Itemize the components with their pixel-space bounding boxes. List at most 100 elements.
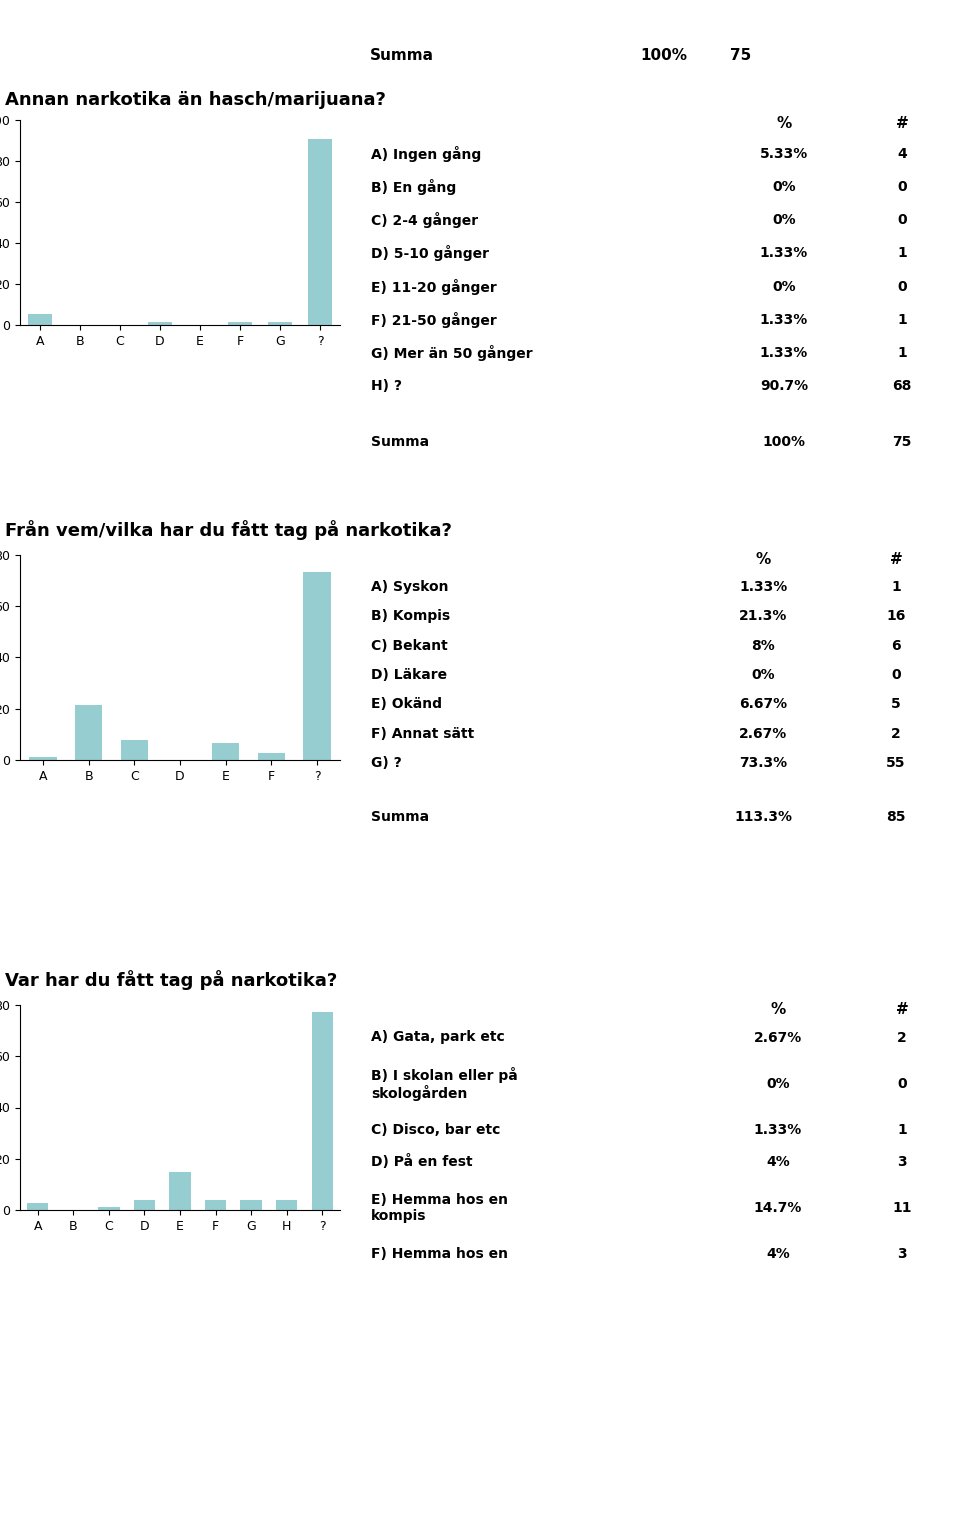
Text: E) Okänd: E) Okänd xyxy=(371,698,442,712)
Text: B) I skolan eller på
skologården: B) I skolan eller på skologården xyxy=(371,1067,517,1101)
Text: 1: 1 xyxy=(891,580,900,594)
Text: 1.33%: 1.33% xyxy=(739,580,787,594)
Bar xyxy=(121,739,148,759)
Text: 85: 85 xyxy=(886,810,905,824)
Bar xyxy=(29,756,57,759)
Text: 1.33%: 1.33% xyxy=(759,312,808,328)
Text: 113.3%: 113.3% xyxy=(734,810,792,824)
Text: 3: 3 xyxy=(897,1154,906,1168)
Bar xyxy=(268,322,292,325)
Text: Var har du fått tag på narkotika?: Var har du fått tag på narkotika? xyxy=(5,971,337,991)
Text: 1: 1 xyxy=(897,246,907,260)
Bar xyxy=(276,1200,298,1209)
Text: 0: 0 xyxy=(897,1076,906,1092)
Bar xyxy=(27,1203,48,1209)
Bar xyxy=(28,314,52,325)
Text: 1.33%: 1.33% xyxy=(759,346,808,360)
Text: H) ?: H) ? xyxy=(371,380,402,393)
Text: 0: 0 xyxy=(891,668,900,681)
Text: 2.67%: 2.67% xyxy=(754,1030,803,1044)
Text: %: % xyxy=(777,116,792,132)
Bar xyxy=(303,573,331,759)
Bar xyxy=(133,1200,156,1209)
Text: F) Annat sätt: F) Annat sätt xyxy=(371,727,474,741)
Text: 1: 1 xyxy=(897,1124,907,1138)
Text: A) Syskon: A) Syskon xyxy=(371,580,448,594)
Text: 0%: 0% xyxy=(772,280,796,294)
Text: 2.67%: 2.67% xyxy=(739,727,787,741)
Text: #: # xyxy=(896,116,908,132)
Text: 4: 4 xyxy=(897,147,907,161)
Text: 14.7%: 14.7% xyxy=(754,1200,803,1216)
Text: A) Gata, park etc: A) Gata, park etc xyxy=(371,1030,505,1044)
Bar xyxy=(240,1200,262,1209)
Text: A) Ingen gång: A) Ingen gång xyxy=(371,145,481,162)
Bar xyxy=(228,322,252,325)
Text: D) På en fest: D) På en fest xyxy=(371,1154,472,1170)
Bar xyxy=(98,1206,120,1209)
Bar xyxy=(212,743,239,759)
Text: 0: 0 xyxy=(897,213,906,227)
Text: %: % xyxy=(770,1001,785,1017)
Text: B) Kompis: B) Kompis xyxy=(371,609,450,623)
Text: D) Läkare: D) Läkare xyxy=(371,668,447,681)
Text: #: # xyxy=(890,551,902,566)
Text: Summa: Summa xyxy=(370,47,434,63)
Text: 6.67%: 6.67% xyxy=(739,698,787,712)
Text: 3: 3 xyxy=(897,1248,906,1262)
Bar xyxy=(75,706,103,759)
Text: 16: 16 xyxy=(886,609,905,623)
Text: G) ?: G) ? xyxy=(371,756,401,770)
Bar xyxy=(169,1173,191,1209)
Text: F) 21-50 gånger: F) 21-50 gånger xyxy=(371,312,496,328)
Text: 73.3%: 73.3% xyxy=(739,756,787,770)
Text: #: # xyxy=(896,1001,908,1017)
Bar xyxy=(308,139,332,325)
Bar xyxy=(148,322,172,325)
Text: E) 11-20 gånger: E) 11-20 gånger xyxy=(371,279,496,294)
Text: 4%: 4% xyxy=(766,1154,790,1168)
Text: 100%: 100% xyxy=(762,435,805,449)
Text: Annan narkotika än hasch/marijuana?: Annan narkotika än hasch/marijuana? xyxy=(5,90,386,109)
Text: 75: 75 xyxy=(730,47,752,63)
Text: 5: 5 xyxy=(891,698,900,712)
Text: 2: 2 xyxy=(891,727,900,741)
Text: 0%: 0% xyxy=(766,1076,790,1092)
Text: %: % xyxy=(756,551,771,566)
Text: 8%: 8% xyxy=(752,638,775,652)
Text: 4%: 4% xyxy=(766,1248,790,1262)
Text: 1: 1 xyxy=(897,346,907,360)
Text: 0%: 0% xyxy=(772,179,796,194)
Text: 11: 11 xyxy=(892,1200,912,1216)
Text: E) Hemma hos en
kompis: E) Hemma hos en kompis xyxy=(371,1193,508,1223)
Text: G) Mer än 50 gånger: G) Mer än 50 gånger xyxy=(371,344,533,361)
Text: 21.3%: 21.3% xyxy=(739,609,787,623)
Text: 68: 68 xyxy=(892,380,912,393)
Text: 75: 75 xyxy=(892,435,912,449)
Text: 55: 55 xyxy=(886,756,905,770)
Bar xyxy=(312,1012,333,1209)
Text: 1.33%: 1.33% xyxy=(759,246,808,260)
Text: 90.7%: 90.7% xyxy=(759,380,808,393)
Bar xyxy=(204,1200,227,1209)
Text: 6: 6 xyxy=(891,638,900,652)
Text: Summa: Summa xyxy=(371,435,429,449)
Text: 5.33%: 5.33% xyxy=(759,147,808,161)
Text: 0%: 0% xyxy=(752,668,775,681)
Text: Summa: Summa xyxy=(371,810,429,824)
Text: 0: 0 xyxy=(897,280,906,294)
Text: 1: 1 xyxy=(897,312,907,328)
Text: C) Disco, bar etc: C) Disco, bar etc xyxy=(371,1124,500,1138)
Text: D) 5-10 gånger: D) 5-10 gånger xyxy=(371,245,489,262)
Text: Från vem/vilka har du fått tag på narkotika?: Från vem/vilka har du fått tag på narkot… xyxy=(5,521,452,540)
Text: B) En gång: B) En gång xyxy=(371,179,456,194)
Text: 0: 0 xyxy=(897,179,906,194)
Text: 0%: 0% xyxy=(772,213,796,227)
Text: 100%: 100% xyxy=(640,47,687,63)
Text: F) Hemma hos en: F) Hemma hos en xyxy=(371,1248,508,1262)
Bar xyxy=(257,753,285,759)
Text: 1.33%: 1.33% xyxy=(754,1124,803,1138)
Text: C) 2-4 gånger: C) 2-4 gånger xyxy=(371,213,478,228)
Text: 2: 2 xyxy=(897,1030,907,1044)
Text: C) Bekant: C) Bekant xyxy=(371,638,447,652)
